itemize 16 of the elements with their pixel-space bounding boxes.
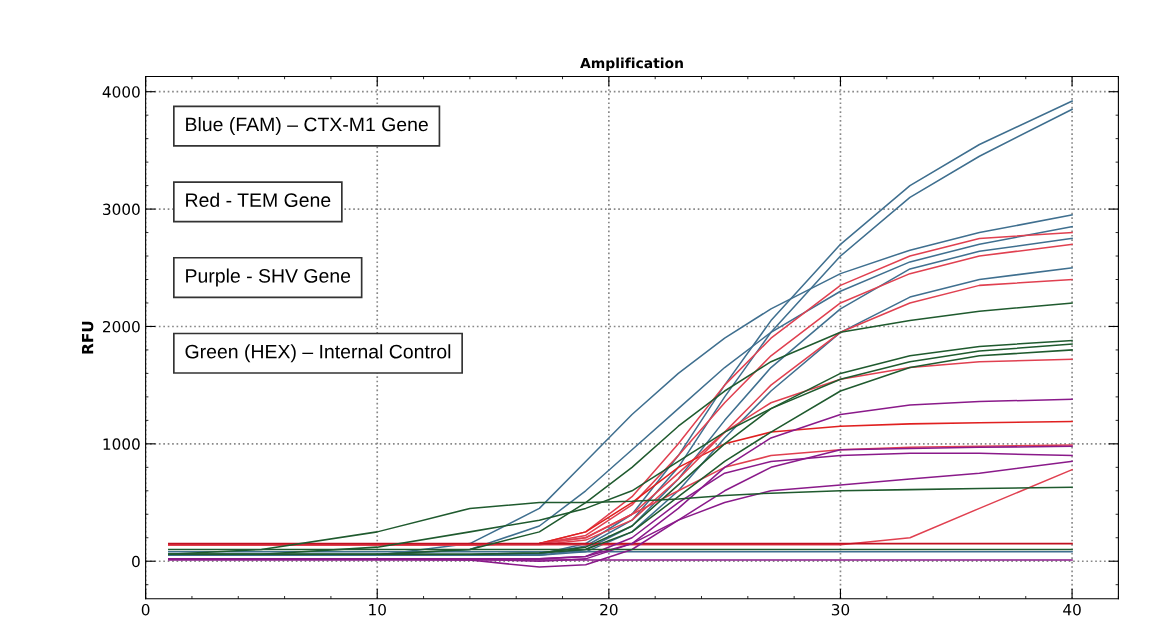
annotation: Red - TEM Gene: [186, 192, 331, 208]
x-tick-label: 20: [600, 603, 618, 616]
y-tick-label: 4000: [102, 86, 140, 98]
annotation: Green (HEX) – Internal Control: [185, 344, 451, 363]
chart-title: Amplification: [580, 57, 683, 71]
y-tick-label: 0: [132, 555, 140, 568]
x-tick-label: 10: [369, 603, 386, 616]
y-tick-label: 1000: [103, 438, 140, 450]
y-tick-label: 3000: [103, 203, 140, 216]
y-axis-title: RFU: [82, 321, 94, 354]
annotation: Purple - SHV Gene: [186, 268, 351, 287]
x-tick-label: 0: [141, 603, 150, 616]
x-tick-label: 40: [1063, 603, 1081, 616]
y-tick-label: 2000: [103, 320, 140, 333]
annotation: Blue (FAM) – CTX-M1 Gene: [186, 117, 428, 136]
x-tick-label: 30: [831, 603, 850, 616]
